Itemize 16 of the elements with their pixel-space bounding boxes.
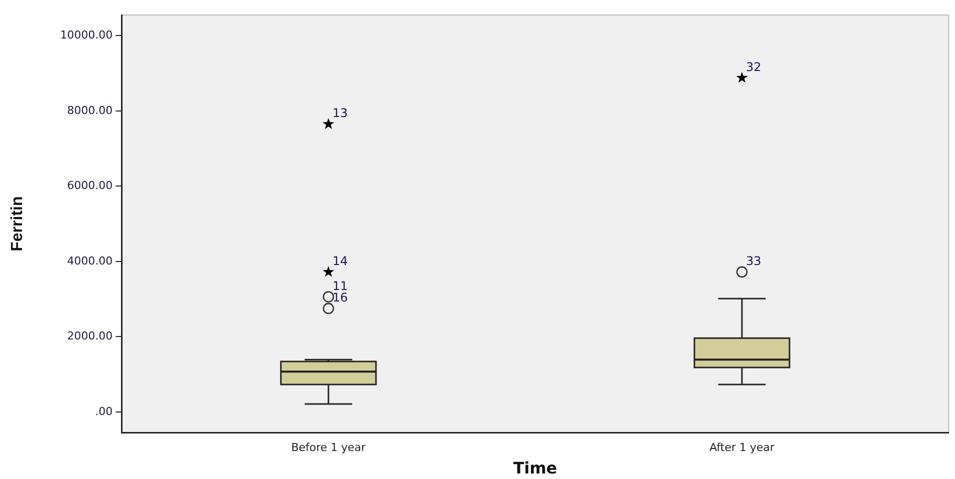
annotation: 33 — [746, 254, 762, 268]
y-tick-label: .00 — [95, 404, 113, 418]
y-axis-title: Ferritin — [9, 196, 26, 252]
x-tick-label: Before 1 year — [291, 441, 366, 454]
x-tick-label: After 1 year — [709, 441, 775, 454]
annotation: 32 — [746, 60, 762, 74]
y-tick-label: 6000.00 — [67, 179, 113, 192]
x-axis-title: Time — [513, 458, 558, 478]
annotation: 13 — [332, 106, 348, 120]
annotation: 14 — [332, 254, 348, 268]
y-tick-label: 10000.00 — [60, 28, 113, 42]
annotation: 11 — [332, 278, 348, 293]
y-tick-label: 4000.00 — [67, 254, 113, 268]
annotation: 16 — [332, 290, 348, 305]
y-tick-label: 8000.00 — [67, 104, 113, 117]
y-tick-label: 2000.00 — [67, 330, 113, 343]
